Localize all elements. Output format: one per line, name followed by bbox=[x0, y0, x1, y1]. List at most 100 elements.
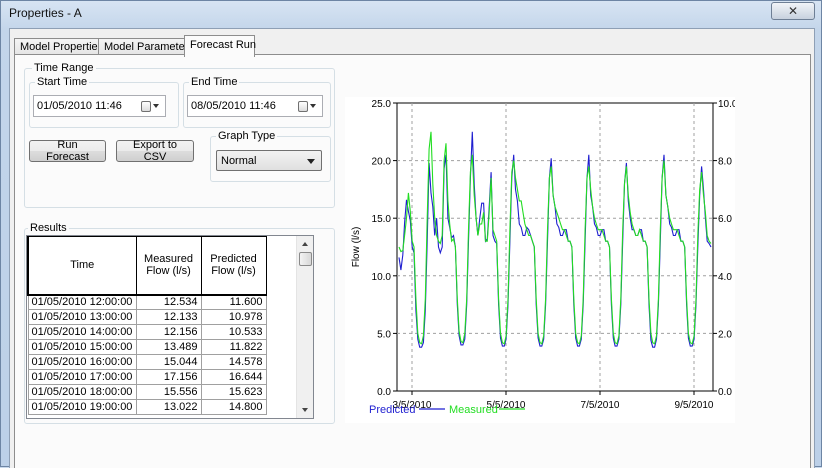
cell-measured[interactable]: 15.044 bbox=[135, 354, 202, 370]
cell-predicted[interactable]: 15.623 bbox=[200, 384, 267, 400]
chevron-down-icon bbox=[153, 104, 159, 108]
y-tick-label: 20.0 bbox=[372, 157, 392, 168]
cell-predicted[interactable]: 11.600 bbox=[200, 294, 267, 310]
x-tick-label: 3/5/2010 bbox=[393, 400, 432, 411]
cell-measured[interactable]: 13.489 bbox=[135, 339, 202, 355]
cell-predicted[interactable]: 11.822 bbox=[200, 339, 267, 355]
table-header-row: Time Measured Flow (l/s) Predicted Flow … bbox=[27, 236, 267, 296]
legend-measured-label: Measured bbox=[449, 404, 498, 416]
table-row[interactable]: 01/05/2010 13:00:00 12.133 10.978 bbox=[27, 309, 267, 325]
y2-tick-label: 2.0 bbox=[718, 329, 732, 340]
time-range-group: Time Range Start Time 01/05/2010 11:46 E… bbox=[24, 62, 335, 208]
col-header-predicted[interactable]: Predicted Flow (l/s) bbox=[200, 236, 267, 296]
tab-label: Model Properties bbox=[20, 41, 104, 53]
cell-predicted[interactable]: 16.644 bbox=[200, 369, 267, 385]
flow-chart-svg: 0.0 5.0 10.0 15.0 20.0 25.0 0.0 2.0 4.0 6.0 8.0 10.… bbox=[351, 99, 738, 416]
start-time-value: 01/05/2010 11:46 bbox=[37, 100, 122, 112]
run-forecast-button[interactable]: Run Forecast bbox=[29, 139, 106, 163]
plot-area bbox=[396, 102, 714, 392]
cell-time[interactable]: 01/05/2010 16:00:00 bbox=[27, 354, 137, 370]
title-bar[interactable]: Properties - A ✕ bbox=[1, 1, 821, 27]
cell-measured[interactable]: 12.534 bbox=[135, 294, 202, 310]
table-row[interactable]: 01/05/2010 14:00:00 12.156 10.533 bbox=[27, 324, 267, 340]
chevron-down-icon bbox=[310, 104, 316, 108]
y2-tick-label: 0.0 bbox=[718, 387, 732, 398]
start-time-label: Start Time bbox=[35, 76, 90, 88]
end-time-picker[interactable]: 08/05/2010 11:46 bbox=[187, 95, 323, 117]
tab-model-properties[interactable]: Model Properties bbox=[14, 38, 103, 56]
end-calendar-button[interactable] bbox=[298, 99, 318, 113]
results-grid[interactable]: Time Measured Flow (l/s) Predicted Flow … bbox=[26, 235, 314, 419]
end-time-value: 08/05/2010 11:46 bbox=[191, 100, 276, 112]
y-axis-label: Flow (l/s) bbox=[351, 227, 362, 268]
graph-type-label: Graph Type bbox=[216, 130, 278, 142]
chevron-down-icon bbox=[307, 159, 315, 164]
cell-time[interactable]: 01/05/2010 12:00:00 bbox=[27, 294, 137, 310]
x-tick-label: 7/5/2010 bbox=[581, 400, 620, 411]
tab-label: Model Parameters bbox=[104, 41, 194, 53]
cell-time[interactable]: 01/05/2010 18:00:00 bbox=[27, 384, 137, 400]
calendar-icon bbox=[298, 100, 308, 112]
table-row[interactable]: 01/05/2010 15:00:00 13.489 11.822 bbox=[27, 339, 267, 355]
cell-predicted[interactable]: 10.533 bbox=[200, 324, 267, 340]
scroll-down-icon[interactable] bbox=[302, 408, 308, 412]
results-table: Time Measured Flow (l/s) Predicted Flow … bbox=[27, 236, 267, 415]
calendar-icon bbox=[141, 100, 151, 112]
cell-measured[interactable]: 17.156 bbox=[135, 369, 202, 385]
cell-predicted[interactable]: 14.578 bbox=[200, 354, 267, 370]
cell-predicted[interactable]: 10.978 bbox=[200, 309, 267, 325]
y-tick-label: 25.0 bbox=[372, 99, 392, 110]
forecast-run-panel: Time Range Start Time 01/05/2010 11:46 E… bbox=[14, 54, 811, 468]
scroll-up-icon[interactable] bbox=[302, 242, 308, 246]
tab-forecast-run[interactable]: Forecast Run bbox=[184, 35, 257, 57]
start-time-group: Start Time 01/05/2010 11:46 bbox=[29, 76, 179, 128]
export-csv-button[interactable]: Export to CSV bbox=[116, 139, 194, 163]
cell-time[interactable]: 01/05/2010 13:00:00 bbox=[27, 309, 137, 325]
window-title: Properties - A bbox=[9, 6, 82, 20]
graph-type-value: Normal bbox=[221, 155, 257, 167]
start-calendar-button[interactable] bbox=[141, 99, 161, 113]
table-row[interactable]: 01/05/2010 12:00:00 12.534 11.600 bbox=[27, 294, 267, 310]
end-time-label: End Time bbox=[189, 76, 240, 88]
cell-measured[interactable]: 12.156 bbox=[135, 324, 202, 340]
cell-time[interactable]: 01/05/2010 15:00:00 bbox=[27, 339, 137, 355]
cell-measured[interactable]: 12.133 bbox=[135, 309, 202, 325]
tab-model-parameters[interactable]: Model Parameters bbox=[98, 38, 194, 56]
graph-type-group: Graph Type Normal bbox=[210, 130, 331, 182]
cell-time[interactable]: 01/05/2010 14:00:00 bbox=[27, 324, 137, 340]
time-range-label: Time Range bbox=[32, 62, 96, 74]
cell-predicted[interactable]: 14.800 bbox=[200, 399, 267, 415]
window-client: Model Properties Model Parameters Foreca… bbox=[9, 28, 815, 468]
cell-time[interactable]: 01/05/2010 17:00:00 bbox=[27, 369, 137, 385]
tab-label: Forecast Run bbox=[190, 39, 257, 51]
flow-chart: 0.0 5.0 10.0 15.0 20.0 25.0 0.0 2.0 4.0 6.0 8.0 10.… bbox=[345, 97, 738, 423]
cell-time[interactable]: 01/05/2010 19:00:00 bbox=[27, 399, 137, 415]
results-body: 01/05/2010 12:00:00 12.534 11.600 01/05/201… bbox=[27, 294, 267, 415]
x-tick-label: 9/5/2010 bbox=[675, 400, 714, 411]
col-header-time[interactable]: Time bbox=[27, 236, 137, 296]
y2-tick-label: 4.0 bbox=[718, 272, 732, 283]
cell-measured[interactable]: 13.022 bbox=[135, 399, 202, 415]
table-row[interactable]: 01/05/2010 16:00:00 15.044 14.578 bbox=[27, 354, 267, 370]
end-time-group: End Time 08/05/2010 11:46 bbox=[183, 76, 331, 128]
series-measured-line bbox=[398, 131, 712, 345]
scroll-thumb[interactable] bbox=[299, 252, 312, 266]
table-row[interactable]: 01/05/2010 17:00:00 17.156 16.644 bbox=[27, 369, 267, 385]
start-time-picker[interactable]: 01/05/2010 11:46 bbox=[33, 95, 166, 117]
y2-tick-label: 6.0 bbox=[718, 214, 732, 225]
x-tick-label: 5/5/2010 bbox=[487, 400, 526, 411]
results-scrollbar[interactable] bbox=[296, 236, 313, 418]
close-icon: ✕ bbox=[787, 4, 799, 18]
cell-measured[interactable]: 15.556 bbox=[135, 384, 202, 400]
close-button[interactable]: ✕ bbox=[771, 2, 815, 20]
col-header-measured[interactable]: Measured Flow (l/s) bbox=[135, 236, 202, 296]
y-tick-label: 15.0 bbox=[372, 214, 392, 225]
y-tick-label: 5.0 bbox=[377, 329, 391, 340]
results-label: Results bbox=[28, 222, 69, 234]
table-row[interactable]: 01/05/2010 19:00:00 13.022 14.800 bbox=[27, 399, 267, 415]
table-row[interactable]: 01/05/2010 18:00:00 15.556 15.623 bbox=[27, 384, 267, 400]
results-group: Results bbox=[24, 222, 335, 424]
graph-type-select[interactable]: Normal bbox=[216, 150, 322, 171]
y-tick-label: 10.0 bbox=[372, 272, 392, 283]
